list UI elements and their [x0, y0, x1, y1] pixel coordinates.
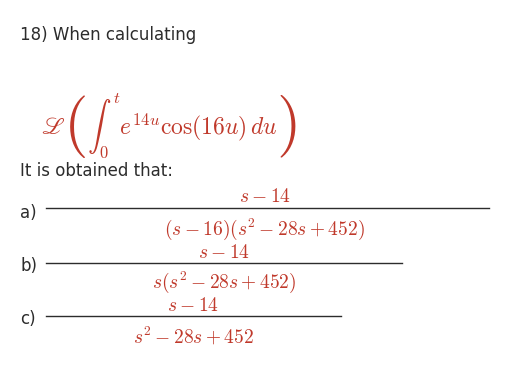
Text: $s(s^2-28s+452)$: $s(s^2-28s+452)$	[152, 270, 296, 296]
Text: 18) When calculating: 18) When calculating	[20, 26, 196, 44]
Text: $s-14$: $s-14$	[198, 243, 250, 262]
Text: $s-14$: $s-14$	[239, 187, 291, 206]
Text: $s^2-28s+452$: $s^2-28s+452$	[133, 325, 254, 347]
Text: $\mathscr{L}\left\{\int_0^t e^{14u}\cos(16u)\,du\right\}$: $\mathscr{L}\left\{\int_0^t e^{14u}\cos(…	[41, 90, 296, 161]
Text: a): a)	[20, 204, 37, 222]
Text: It is obtained that:: It is obtained that:	[20, 162, 174, 180]
Text: $(s-16)(s^2-28s+452)$: $(s-16)(s^2-28s+452)$	[164, 216, 365, 242]
Text: b): b)	[20, 257, 37, 275]
Text: c): c)	[20, 310, 36, 328]
Text: $s-14$: $s-14$	[167, 296, 219, 315]
